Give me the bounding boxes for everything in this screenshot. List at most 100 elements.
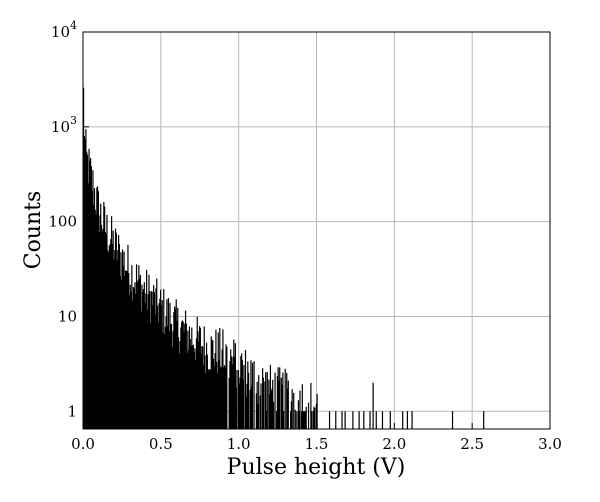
histogram-bar [255,393,257,429]
y-tick-base: 10 [58,307,77,325]
histogram-bar [128,272,130,429]
histogram-bar [218,360,220,429]
histogram-bar [389,411,391,429]
histogram-bar [406,411,408,429]
histogram-bar [103,201,105,429]
histogram-bar [307,402,310,429]
histogram-bar [169,302,171,429]
histogram-bar [176,321,178,429]
histogram-bar [183,331,185,429]
histogram-bars [83,87,485,429]
histogram-bar [241,353,243,429]
histogram-bar [133,288,135,429]
histogram-bar [97,186,99,429]
histogram-bar [239,377,241,429]
histogram-bar [118,235,120,429]
histogram-bar [190,345,192,429]
histogram-bar [251,385,253,429]
histogram-bar [86,154,89,429]
histogram-bar [310,382,312,429]
histogram-bar [166,299,168,429]
histogram-bar [265,372,267,429]
histogram-bar [226,346,228,429]
histogram-bar [269,364,271,429]
histogram-bar [411,411,413,429]
y-tick-base: 10 [51,118,70,136]
histogram-bar [163,289,165,429]
histogram-bar [124,275,126,429]
histogram-bar [301,384,303,429]
histogram-bar [119,275,121,429]
histogram-bar [299,390,301,429]
histogram-bar [162,332,164,429]
histogram-bar [159,298,161,429]
histogram-bar [256,381,258,429]
histogram-bar [250,360,252,429]
histogram-bar [202,346,204,429]
histogram-bar [134,282,136,429]
y-tick-base: 10 [51,23,70,41]
histogram-bar [115,232,117,429]
histogram-bar [363,411,365,429]
histogram-bar [305,406,307,429]
histogram-bar [280,377,282,429]
histogram-bar [121,279,123,429]
histogram-bar [160,305,163,429]
histogram-bar [167,298,170,429]
histogram-bar [145,293,147,429]
histogram-bar [249,389,251,429]
histogram-bar [205,342,208,429]
histogram-bar [211,339,213,429]
histogram-bar [270,391,272,429]
histogram-bar [269,394,271,429]
histogram-bar [223,365,226,429]
histogram-bar [83,87,85,429]
histogram-bar [156,305,159,429]
histogram-bar [282,372,284,429]
histogram-bar [163,334,166,429]
histogram-bar [140,311,142,429]
histogram-bar [106,214,108,429]
x-tick-label: 1.0 [227,435,251,453]
histogram-bar [286,388,289,429]
histogram-bar [375,411,377,429]
histogram-bar [271,388,273,429]
histogram-bar [235,387,237,429]
histogram-bar [170,324,172,429]
histogram-bar [131,265,133,429]
histogram-bar [95,214,97,429]
histogram-bar [98,232,100,429]
histogram-bar [174,306,176,429]
histogram-bar [181,320,184,429]
histogram-bar [112,230,114,429]
y-tick-label: 103 [51,114,77,136]
histogram-bar [230,349,232,429]
histogram-bar [108,245,110,429]
histogram-bar [193,352,195,429]
histogram-bar [483,411,485,429]
histogram-bar [177,337,180,429]
histogram-bar [125,270,127,429]
histogram-bar [139,275,142,429]
histogram-bar [191,327,193,429]
histogram-bar [192,344,194,429]
histogram-bar [276,411,278,429]
histogram-bar [153,292,156,429]
y-tick-base: 1 [67,402,77,420]
histogram-bar [294,409,296,429]
histogram-bar [304,411,306,429]
histogram-bar [196,316,198,429]
histogram-bar [161,300,163,429]
y-tick-label: 10 [58,307,77,325]
histogram-bar [215,329,217,429]
histogram-bar [240,356,242,429]
x-tick-label: 2.0 [382,435,406,453]
histogram-bar [228,377,230,429]
histogram-bar [137,280,139,429]
histogram-bar [214,353,216,429]
histogram-bar [198,326,201,429]
histogram-bar [92,170,94,429]
histogram-bar [168,331,170,429]
x-tick-label: 0.0 [71,435,95,453]
histogram-bar [209,369,211,429]
